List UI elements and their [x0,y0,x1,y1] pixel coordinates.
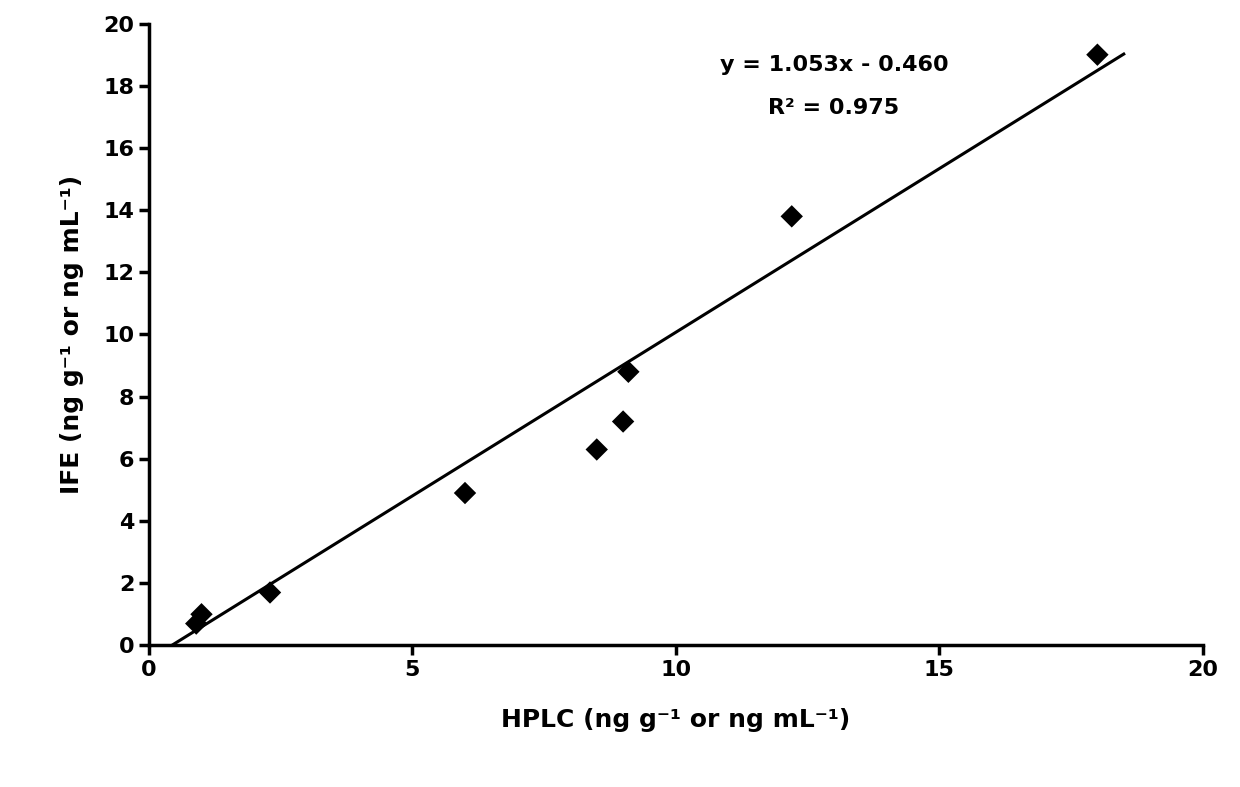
Point [1087,49,1107,61]
Point [614,416,634,428]
Y-axis label: IFE (ng g⁻¹ or ng mL⁻¹): IFE (ng g⁻¹ or ng mL⁻¹) [60,175,83,494]
Point [191,608,211,621]
Text: y = 1.053x - 0.460: y = 1.053x - 0.460 [719,55,949,75]
X-axis label: HPLC (ng g⁻¹ or ng mL⁻¹): HPLC (ng g⁻¹ or ng mL⁻¹) [501,708,851,732]
Point [260,586,280,599]
Text: R² = 0.975: R² = 0.975 [769,98,899,118]
Point [781,210,801,223]
Point [587,443,606,456]
Point [619,365,639,378]
Point [455,486,475,499]
Point [186,617,206,630]
